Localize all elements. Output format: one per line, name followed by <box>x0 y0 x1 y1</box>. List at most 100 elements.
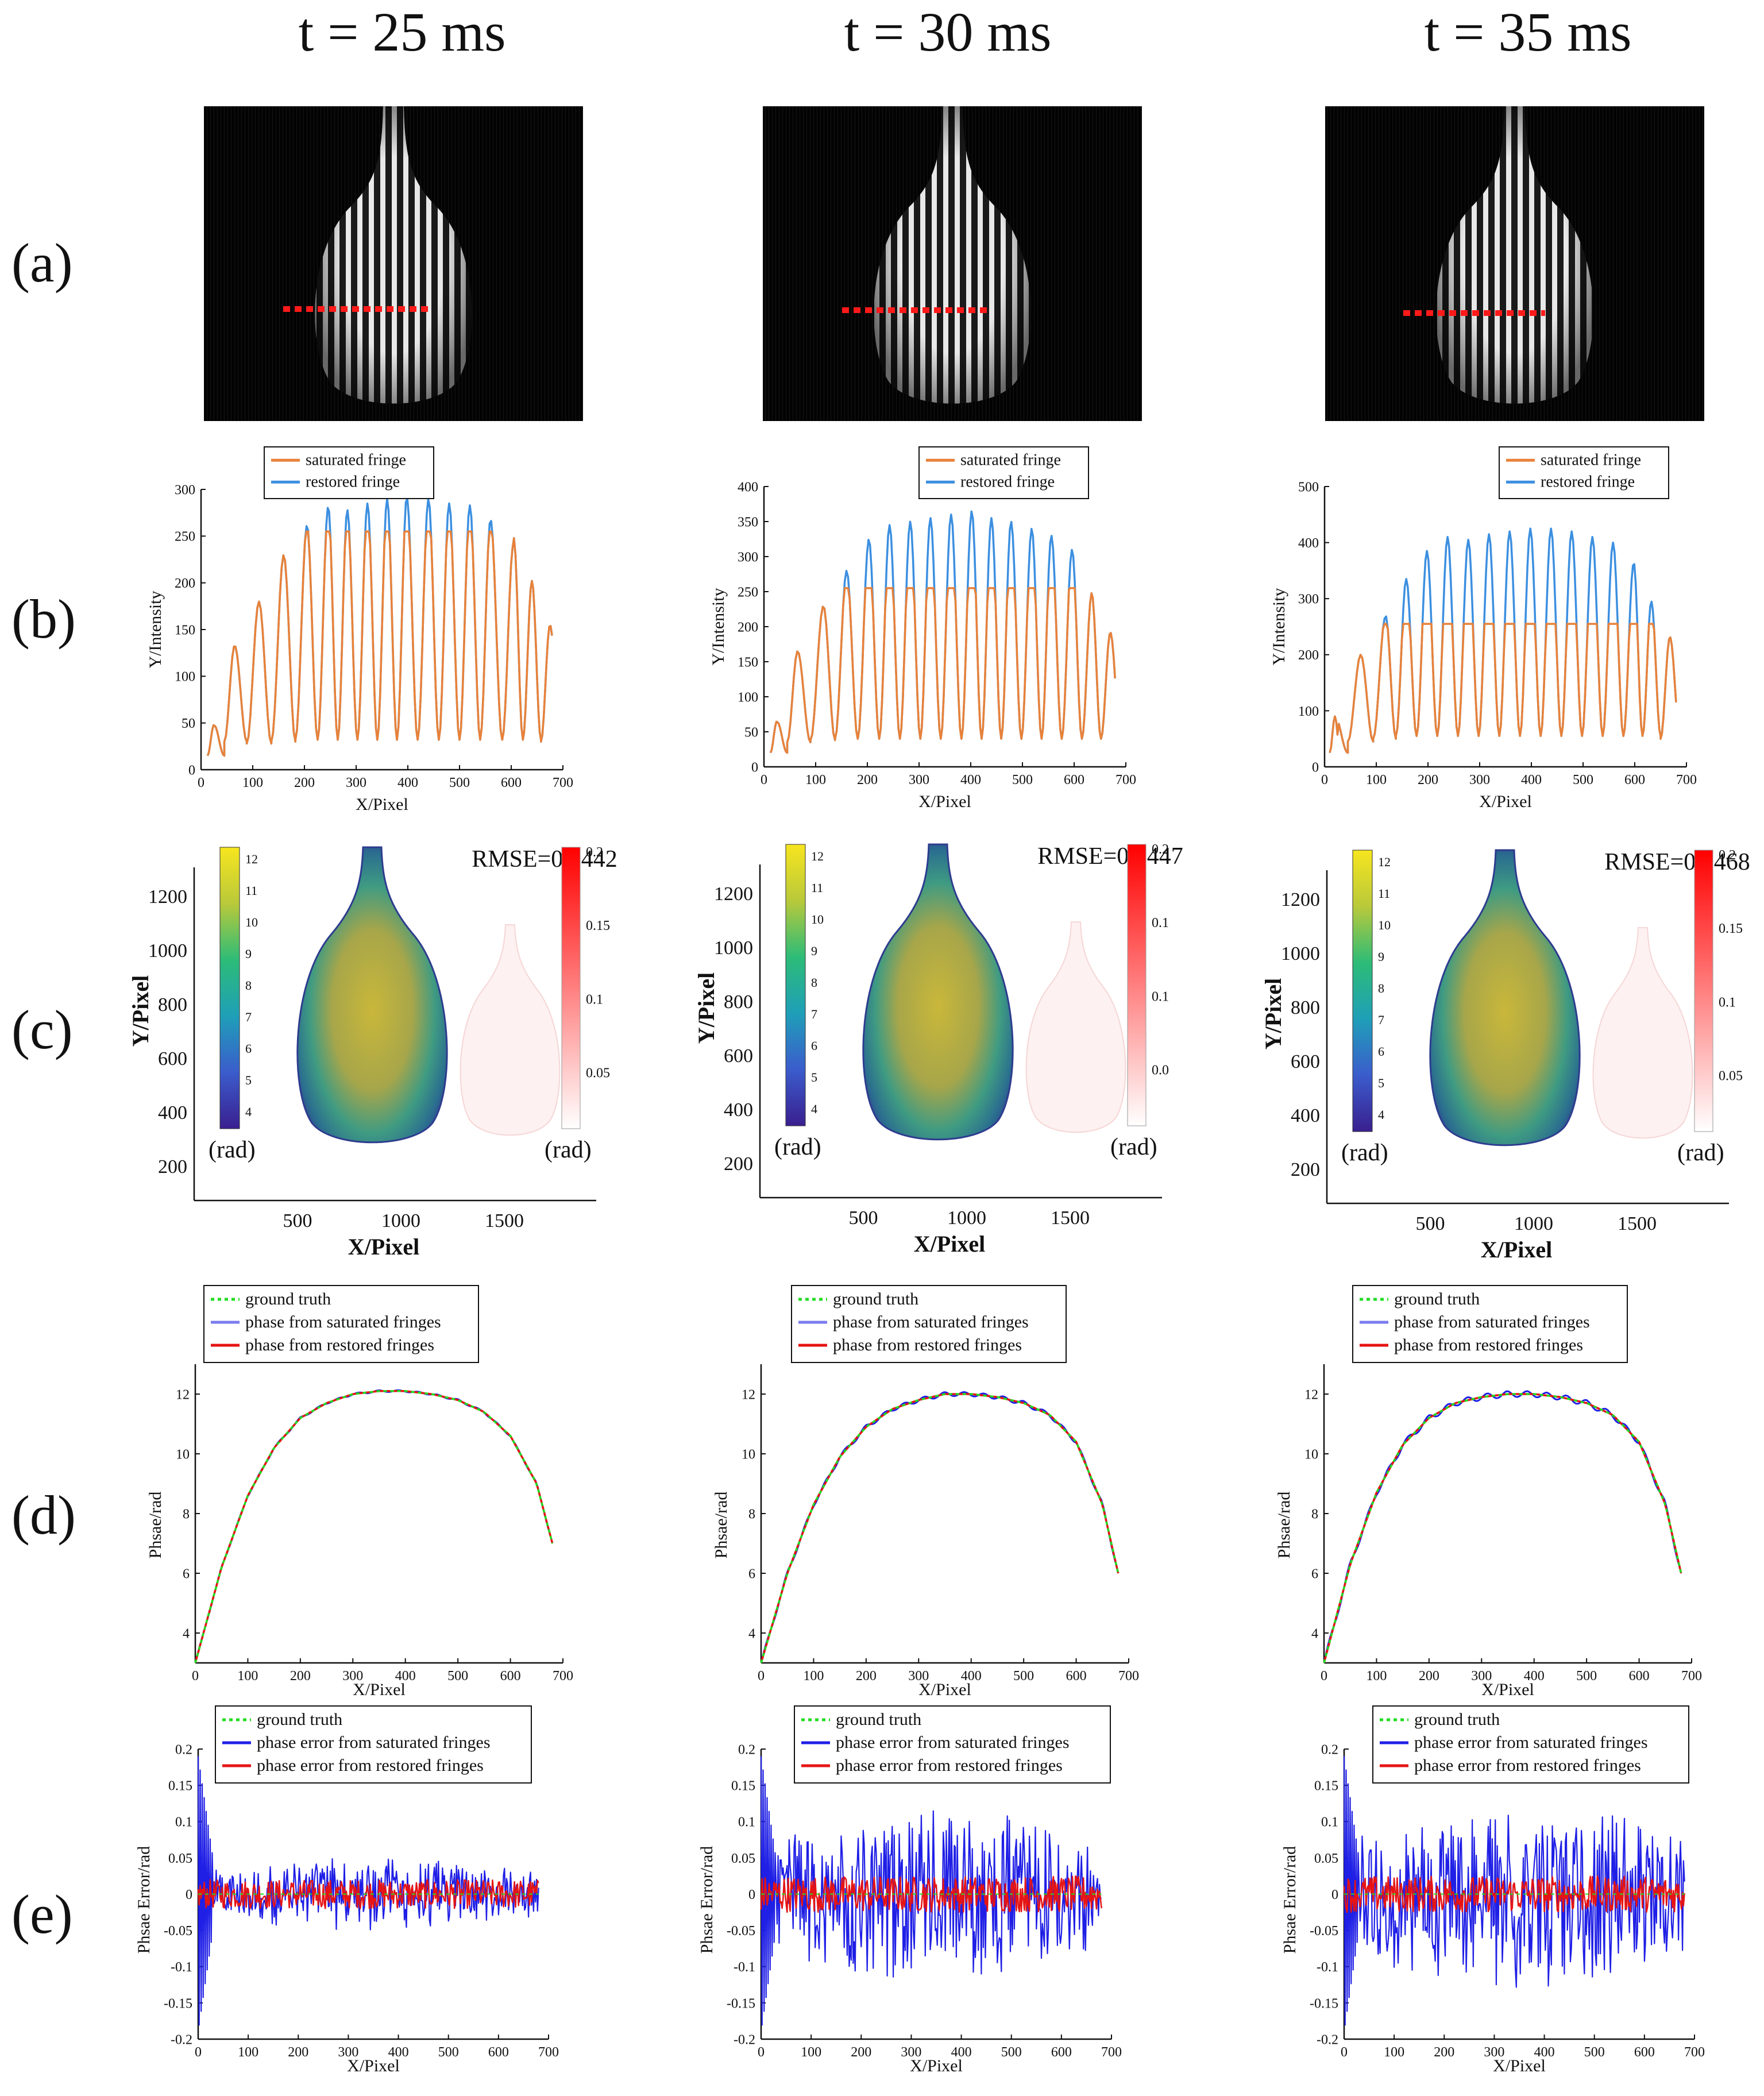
x-tick-label: 400 <box>1524 1669 1545 1684</box>
legend-label: phase error from saturated fringes <box>1414 1733 1648 1752</box>
x-tick-label: 100 <box>237 1669 258 1684</box>
y-tick-label: 0.1 <box>1321 1815 1338 1830</box>
x-tick-label: 100 <box>801 2045 821 2060</box>
x-tick-label: 1500 <box>1618 1213 1657 1234</box>
colorbar-tick-label: 0.2 <box>1719 848 1736 863</box>
y-tick-label: 250 <box>738 585 758 600</box>
phase-saturated-series <box>194 1389 554 1663</box>
x-tick-label: 600 <box>501 775 522 790</box>
legend-label: saturated fringe <box>1541 451 1641 469</box>
x-tick-label: 100 <box>1384 2045 1404 2060</box>
y-axis-title: Y/Pixel <box>128 975 153 1047</box>
y-tick-label: -0.05 <box>164 1924 192 1939</box>
x-tick-label: 100 <box>242 775 263 790</box>
phase-colorbar <box>785 844 806 1126</box>
x-tick-label: 200 <box>290 1669 311 1684</box>
x-tick-label: 400 <box>960 773 981 788</box>
rmse-label: RMSE=0.0442 <box>472 846 617 873</box>
intensity-chart: 0 100 200 300 400 500 600 700 0 100 200 300 400 500 X/… <box>1269 446 1697 811</box>
colorbar-tick-label: 12 <box>1378 855 1391 869</box>
y-axis-title: Phsae/rad <box>146 1492 165 1559</box>
x-tick-label: 1500 <box>1051 1207 1090 1229</box>
legend-label: phase from restored fringes <box>1394 1335 1583 1354</box>
y-tick-label: 500 <box>1298 480 1319 495</box>
y-axis-title: Y/Pixel <box>693 972 719 1044</box>
colorbar-tick-label: 12 <box>245 852 258 866</box>
phase-restored-series <box>760 1393 1120 1663</box>
droplet-shading <box>874 106 1031 404</box>
colorbar-tick-label: 7 <box>811 1007 817 1021</box>
legend-box <box>791 1285 1067 1363</box>
legend-label: phase from restored fringes <box>833 1335 1022 1354</box>
colorbar-tick-label: 4 <box>1378 1107 1384 1122</box>
colorbar-tick-label: 5 <box>245 1073 252 1087</box>
legend-label: ground truth <box>833 1290 918 1308</box>
x-tick-label: 700 <box>1684 2045 1705 2060</box>
phase-map-panel: 200 400 600 800 1000 1200 500 1000 1500 X/Pixel Y/… <box>128 845 617 1260</box>
x-tick-label: 300 <box>1471 1669 1492 1684</box>
y-tick-label: 150 <box>738 655 758 670</box>
x-tick-label: 0 <box>761 773 767 788</box>
y-tick-label: 12 <box>1304 1387 1318 1402</box>
phase-map-panel: 200 400 600 800 1000 1200 500 1000 1500 X/Pixel Y/… <box>1260 848 1750 1263</box>
x-tick-label: 700 <box>553 775 573 790</box>
y-tick-label: 4 <box>183 1626 190 1641</box>
x-tick-label: 600 <box>1051 2045 1072 2060</box>
y-tick-label: 1000 <box>714 937 753 959</box>
colorbar-unit: (rad) <box>774 1134 821 1160</box>
legend-box <box>203 1285 479 1363</box>
y-tick-label: 1000 <box>148 940 187 962</box>
x-tick-label: 500 <box>1416 1213 1445 1234</box>
legend-label: phase error from restored fringes <box>836 1756 1063 1775</box>
saturated-fringe-series <box>769 587 1116 754</box>
intensity-chart: 0 100 200 300 400 500 600 700 0 50 100 150 200 250 300… <box>146 446 573 814</box>
colorbar-tick-label: 10 <box>245 915 258 929</box>
colorbar-tick-label: 0.05 <box>586 1066 610 1080</box>
colorbar-tick-label: 7 <box>245 1010 252 1024</box>
x-axis-title: X/Pixel <box>1493 2056 1546 2075</box>
colorbar-tick-label: 6 <box>1378 1044 1384 1059</box>
y-tick-label: -0.15 <box>164 1996 192 2011</box>
x-tick-label: 300 <box>346 775 366 790</box>
x-tick-label: 500 <box>1001 2045 1022 2060</box>
phase-colorbar <box>219 847 240 1129</box>
y-tick-label: 0.1 <box>738 1815 755 1830</box>
legend-label: ground truth <box>1394 1290 1480 1308</box>
x-axis-title: X/Pixel <box>356 795 408 814</box>
y-tick-label: -0.1 <box>734 1960 755 1975</box>
fringe-image-panel <box>1325 106 1704 421</box>
y-axis-title: Phsae Error/rad <box>134 1846 153 1954</box>
y-tick-label: 1200 <box>714 883 753 905</box>
x-tick-label: 300 <box>338 2045 358 2060</box>
x-tick-label: 100 <box>1366 1669 1387 1684</box>
error-map-droplet <box>460 924 561 1136</box>
y-tick-label: 1000 <box>1281 943 1320 964</box>
y-tick-label: 50 <box>744 725 758 740</box>
x-tick-label: 100 <box>1366 773 1387 788</box>
x-axis-title: X/Pixel <box>1481 1237 1552 1263</box>
y-tick-label: 600 <box>1291 1051 1320 1072</box>
colorbar-tick-label: 10 <box>1378 918 1391 932</box>
y-axis-title: Y/Intensity <box>1269 588 1288 666</box>
saturated-fringe-series <box>1329 623 1677 754</box>
y-tick-label: 0 <box>186 1887 192 1902</box>
x-tick-label: 500 <box>438 2045 459 2060</box>
y-tick-label: -0.05 <box>727 1924 755 1939</box>
legend-label: saturated fringe <box>306 451 406 469</box>
y-tick-label: 0.2 <box>175 1742 192 1757</box>
y-axis-title: Y/Intensity <box>709 588 728 666</box>
legend-box <box>918 446 1089 499</box>
y-axis-title: Y/Intensity <box>146 591 165 669</box>
y-tick-label: 150 <box>175 623 195 638</box>
legend-label: restored fringe <box>306 473 400 491</box>
error-colorbar <box>1694 850 1713 1132</box>
phase-map-droplet <box>862 843 1014 1141</box>
x-tick-label: 200 <box>294 775 315 790</box>
legend-label: restored fringe <box>960 473 1055 491</box>
y-tick-label: 0.2 <box>1321 1742 1338 1757</box>
colorbar-unit: (rad) <box>1341 1140 1388 1166</box>
x-tick-label: 700 <box>1118 1669 1139 1684</box>
x-tick-label: 0 <box>1341 2045 1348 2060</box>
droplet-shading <box>1436 106 1593 404</box>
